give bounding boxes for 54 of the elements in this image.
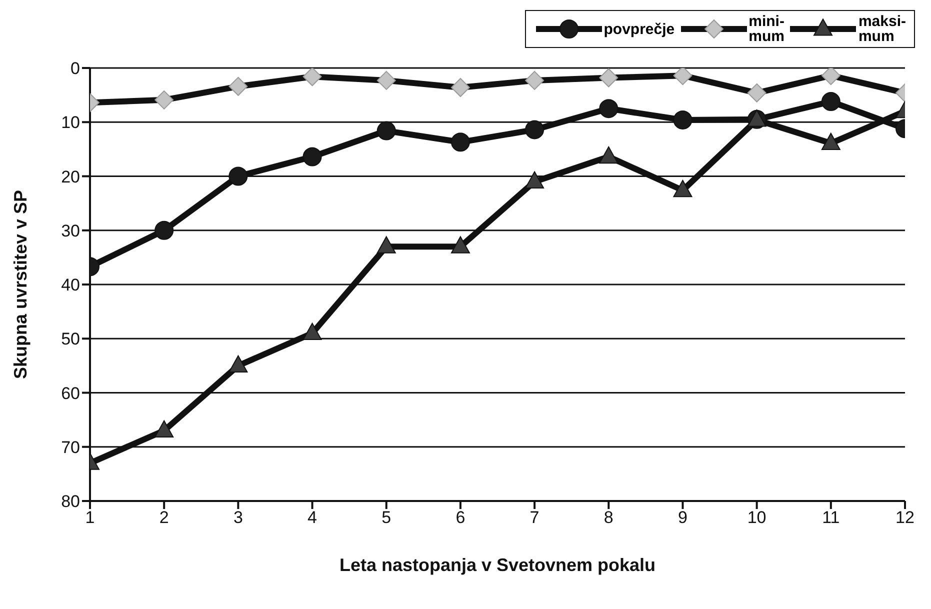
point <box>525 120 544 140</box>
point <box>154 90 174 110</box>
point <box>302 147 322 166</box>
point <box>376 236 396 254</box>
y-axis-title: Skupna uvrstitev v SP <box>10 190 30 380</box>
x-tick-label: 1 <box>85 508 95 528</box>
point <box>821 132 840 150</box>
x-tick-label: 6 <box>456 508 466 528</box>
point <box>228 76 248 96</box>
point <box>821 68 840 86</box>
point <box>525 70 544 90</box>
y-tick-label: 80 <box>61 492 80 512</box>
point <box>673 110 692 130</box>
point <box>599 146 618 164</box>
legend-label: mini- mum <box>748 13 784 45</box>
y-tick-label: 70 <box>61 438 80 457</box>
x-tick-label: 8 <box>604 508 614 528</box>
y-tick-label: 50 <box>61 330 80 349</box>
point <box>376 70 396 90</box>
point <box>302 322 322 340</box>
y-tick-label: 20 <box>61 167 80 186</box>
x-tick-label: 9 <box>678 508 688 528</box>
x-tick-label: 3 <box>233 508 243 528</box>
legend-label: povprečje <box>604 20 675 38</box>
y-tick-label: 60 <box>61 384 80 403</box>
x-tick-label: 5 <box>382 508 392 528</box>
point <box>376 121 396 140</box>
x-tick-label: 2 <box>159 508 169 528</box>
x-tick-label: 7 <box>530 508 540 528</box>
point <box>673 68 692 86</box>
point <box>228 166 248 186</box>
y-tick-label: 40 <box>61 276 80 295</box>
point <box>747 83 766 102</box>
point <box>228 355 248 372</box>
point <box>525 171 544 188</box>
point <box>821 92 840 112</box>
point <box>154 220 174 240</box>
y-tick-label: 10 <box>61 113 80 132</box>
point <box>154 420 174 438</box>
point <box>599 99 618 118</box>
point <box>450 132 470 152</box>
legend-label: maksi- mum <box>858 13 906 45</box>
x-tick-label: 4 <box>308 508 318 528</box>
x-tick-label: 11 <box>822 508 840 528</box>
y-tick-label: 0 <box>70 59 80 78</box>
point <box>302 68 322 86</box>
point <box>673 180 692 198</box>
point <box>450 236 470 254</box>
point <box>450 78 470 97</box>
y-tick-label: 30 <box>61 221 80 240</box>
x-tick-label: 10 <box>747 508 766 528</box>
point <box>599 68 618 88</box>
x-axis-title: Leta nastopanja v Svetovnem pokalu <box>339 555 656 575</box>
x-tick-label: 12 <box>896 508 914 528</box>
